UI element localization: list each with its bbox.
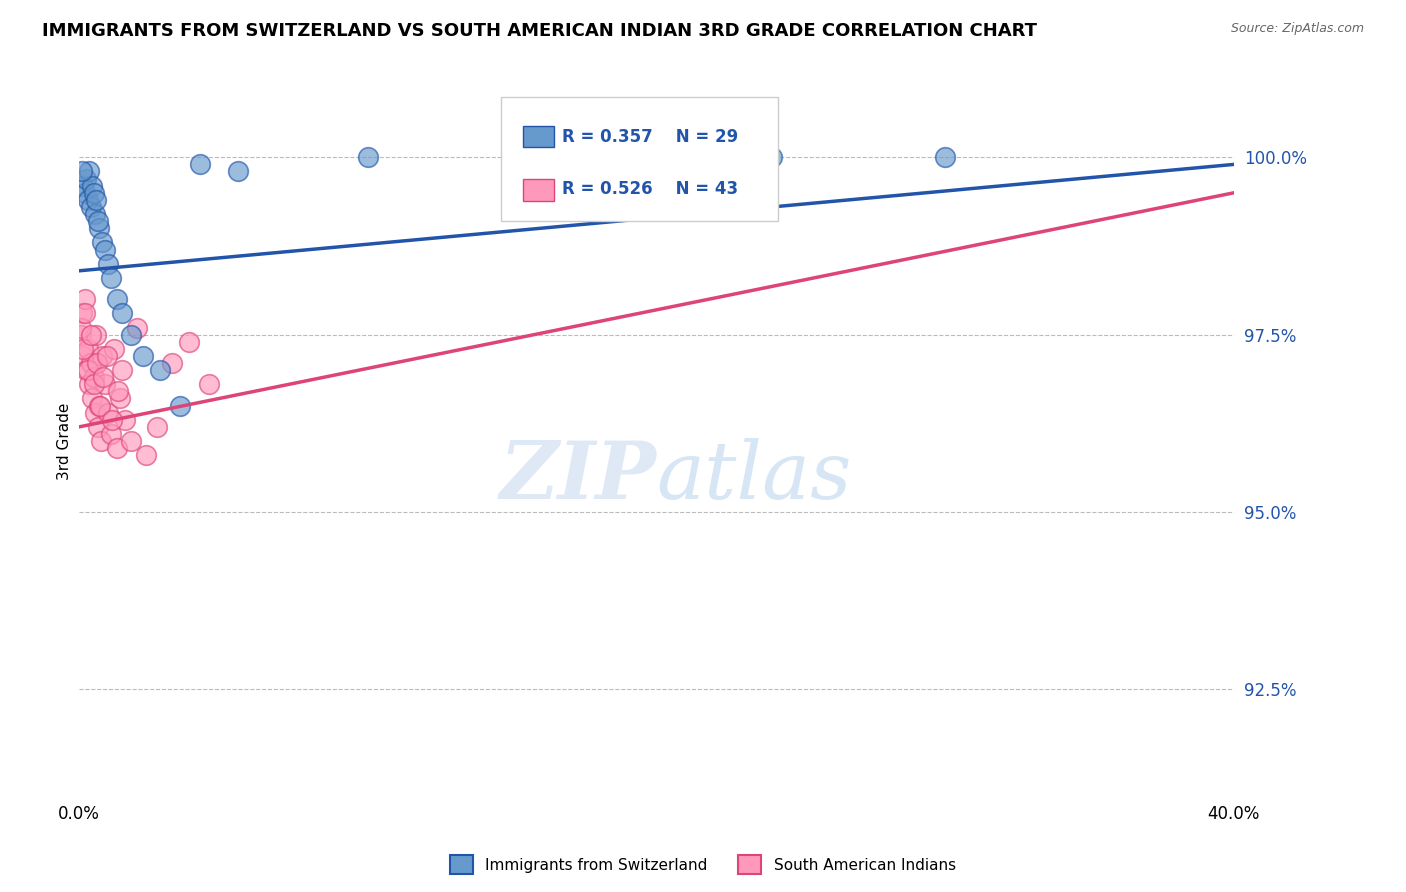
Point <box>120 327 142 342</box>
Point <box>761 150 783 164</box>
FancyBboxPatch shape <box>523 126 554 147</box>
Point <box>83 186 105 200</box>
Point <box>83 377 105 392</box>
Point <box>77 164 100 178</box>
Legend: Immigrants from Switzerland, South American Indians: Immigrants from Switzerland, South Ameri… <box>444 849 962 880</box>
Point <box>108 392 131 406</box>
Point <box>114 413 136 427</box>
Point <box>87 420 110 434</box>
FancyBboxPatch shape <box>523 179 554 201</box>
Point <box>90 434 112 448</box>
Point <box>91 235 114 250</box>
Point <box>80 327 103 342</box>
Point <box>198 377 221 392</box>
Point <box>125 320 148 334</box>
Text: IMMIGRANTS FROM SWITZERLAND VS SOUTH AMERICAN INDIAN 3RD GRADE CORRELATION CHART: IMMIGRANTS FROM SWITZERLAND VS SOUTH AME… <box>42 22 1038 40</box>
Point <box>76 342 98 356</box>
Point <box>87 214 110 228</box>
Point <box>77 377 100 392</box>
Point <box>73 186 96 200</box>
Point <box>83 370 105 384</box>
Point <box>86 193 108 207</box>
Point <box>190 157 212 171</box>
Point <box>77 363 100 377</box>
Point <box>97 257 120 271</box>
Point <box>100 427 122 442</box>
Point <box>75 171 97 186</box>
Point <box>75 363 97 377</box>
Point <box>91 370 114 384</box>
Point <box>105 441 128 455</box>
Point <box>79 356 101 370</box>
Point <box>75 306 97 320</box>
Text: R = 0.357    N = 29: R = 0.357 N = 29 <box>562 128 738 145</box>
Y-axis label: 3rd Grade: 3rd Grade <box>58 402 72 480</box>
Point <box>94 243 117 257</box>
Point <box>226 164 249 178</box>
Text: R = 0.526    N = 43: R = 0.526 N = 43 <box>562 180 738 198</box>
Point <box>70 320 93 334</box>
Point <box>69 327 91 342</box>
Point <box>111 363 134 377</box>
Point <box>73 292 96 306</box>
Point <box>76 193 98 207</box>
Point <box>82 178 104 193</box>
Point <box>100 271 122 285</box>
Point <box>357 150 380 164</box>
Point <box>79 200 101 214</box>
Point <box>72 349 94 363</box>
Point <box>120 434 142 448</box>
Point <box>91 349 114 363</box>
Point <box>177 334 200 349</box>
Point <box>72 178 94 193</box>
Point <box>107 384 129 399</box>
Point <box>96 349 118 363</box>
Point <box>72 342 94 356</box>
Point <box>86 327 108 342</box>
Point <box>70 164 93 178</box>
Point <box>101 413 124 427</box>
Point <box>84 207 107 221</box>
Point <box>82 392 104 406</box>
FancyBboxPatch shape <box>501 97 778 221</box>
Point <box>105 292 128 306</box>
Point <box>103 342 125 356</box>
Point <box>89 399 111 413</box>
Point <box>89 221 111 235</box>
Point <box>588 157 610 171</box>
Point <box>169 399 191 413</box>
Point <box>70 306 93 320</box>
Point <box>131 349 153 363</box>
Text: ZIP: ZIP <box>499 438 657 516</box>
Text: Source: ZipAtlas.com: Source: ZipAtlas.com <box>1230 22 1364 36</box>
Point <box>94 377 117 392</box>
Point <box>934 150 956 164</box>
Point <box>84 406 107 420</box>
Point <box>160 356 183 370</box>
Point <box>89 399 111 413</box>
Point <box>146 420 169 434</box>
Point <box>135 448 157 462</box>
Point <box>97 406 120 420</box>
Point <box>86 356 108 370</box>
Point <box>111 306 134 320</box>
Text: atlas: atlas <box>657 438 852 516</box>
Point <box>149 363 172 377</box>
